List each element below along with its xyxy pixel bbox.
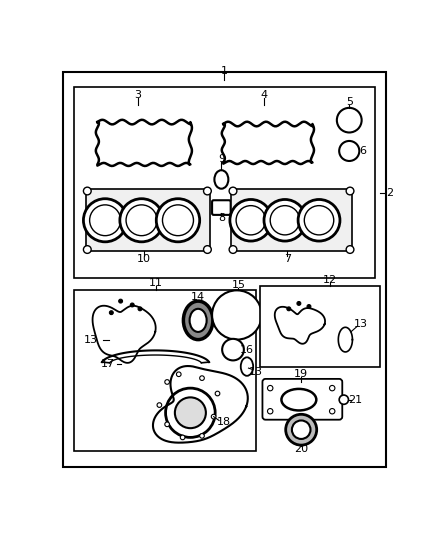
Circle shape xyxy=(212,290,261,340)
Text: 14: 14 xyxy=(191,292,205,302)
Circle shape xyxy=(339,141,359,161)
Text: 7: 7 xyxy=(284,254,291,264)
Ellipse shape xyxy=(214,170,228,189)
Circle shape xyxy=(230,199,272,241)
Text: 15: 15 xyxy=(231,280,245,290)
Circle shape xyxy=(204,187,211,195)
Text: 20: 20 xyxy=(294,444,308,454)
Text: 5: 5 xyxy=(346,96,353,107)
Circle shape xyxy=(329,385,335,391)
Bar xyxy=(74,87,375,278)
Circle shape xyxy=(162,205,194,236)
Circle shape xyxy=(286,414,317,445)
Circle shape xyxy=(138,307,142,311)
Circle shape xyxy=(110,311,113,314)
Circle shape xyxy=(337,108,362,133)
Circle shape xyxy=(175,398,206,428)
FancyBboxPatch shape xyxy=(212,200,231,215)
Circle shape xyxy=(339,395,349,405)
Circle shape xyxy=(229,246,237,253)
Circle shape xyxy=(268,385,273,391)
Circle shape xyxy=(215,391,220,396)
Text: 21: 21 xyxy=(348,394,363,405)
Ellipse shape xyxy=(184,301,213,340)
Text: 3: 3 xyxy=(134,90,141,100)
Text: 4: 4 xyxy=(261,90,268,100)
Circle shape xyxy=(270,206,300,235)
Circle shape xyxy=(222,339,244,360)
Circle shape xyxy=(119,299,123,303)
Circle shape xyxy=(200,433,204,438)
Circle shape xyxy=(83,199,127,242)
FancyBboxPatch shape xyxy=(262,379,342,419)
Circle shape xyxy=(200,376,204,381)
Circle shape xyxy=(120,199,163,242)
Text: 6: 6 xyxy=(360,146,367,156)
Ellipse shape xyxy=(282,389,316,410)
Circle shape xyxy=(90,205,120,236)
Text: 19: 19 xyxy=(294,369,308,379)
Circle shape xyxy=(264,199,306,241)
Text: 11: 11 xyxy=(148,278,162,288)
Circle shape xyxy=(292,421,311,439)
Circle shape xyxy=(83,187,91,195)
Circle shape xyxy=(83,246,91,253)
Text: 16: 16 xyxy=(240,345,254,354)
Ellipse shape xyxy=(241,357,253,376)
Text: 8: 8 xyxy=(218,213,225,223)
Circle shape xyxy=(166,388,215,438)
Circle shape xyxy=(180,435,185,440)
Circle shape xyxy=(304,206,334,235)
Text: 18: 18 xyxy=(217,417,231,427)
Circle shape xyxy=(204,246,211,253)
Circle shape xyxy=(156,199,200,242)
Text: 13: 13 xyxy=(354,319,368,329)
Text: 1: 1 xyxy=(221,66,228,76)
Circle shape xyxy=(307,304,311,309)
Circle shape xyxy=(297,302,301,305)
Ellipse shape xyxy=(190,309,207,332)
Bar xyxy=(86,189,210,251)
Circle shape xyxy=(268,408,273,414)
Circle shape xyxy=(298,199,340,241)
Bar xyxy=(260,286,380,367)
Text: 12: 12 xyxy=(323,274,337,285)
Text: 13: 13 xyxy=(84,335,98,345)
Text: 17: 17 xyxy=(100,359,114,369)
Text: 10: 10 xyxy=(137,254,151,264)
Circle shape xyxy=(346,246,354,253)
Circle shape xyxy=(236,206,265,235)
Circle shape xyxy=(229,187,237,195)
Circle shape xyxy=(126,205,157,236)
Circle shape xyxy=(177,372,181,377)
Circle shape xyxy=(157,403,162,407)
Circle shape xyxy=(131,303,134,307)
Bar xyxy=(74,289,256,451)
Circle shape xyxy=(287,307,291,311)
Bar xyxy=(231,189,352,251)
Text: 2: 2 xyxy=(386,188,393,198)
Text: 13: 13 xyxy=(249,367,263,377)
Circle shape xyxy=(165,422,170,426)
Circle shape xyxy=(329,408,335,414)
Circle shape xyxy=(165,379,170,384)
Circle shape xyxy=(346,187,354,195)
Text: 9: 9 xyxy=(218,154,225,164)
Circle shape xyxy=(211,414,216,419)
